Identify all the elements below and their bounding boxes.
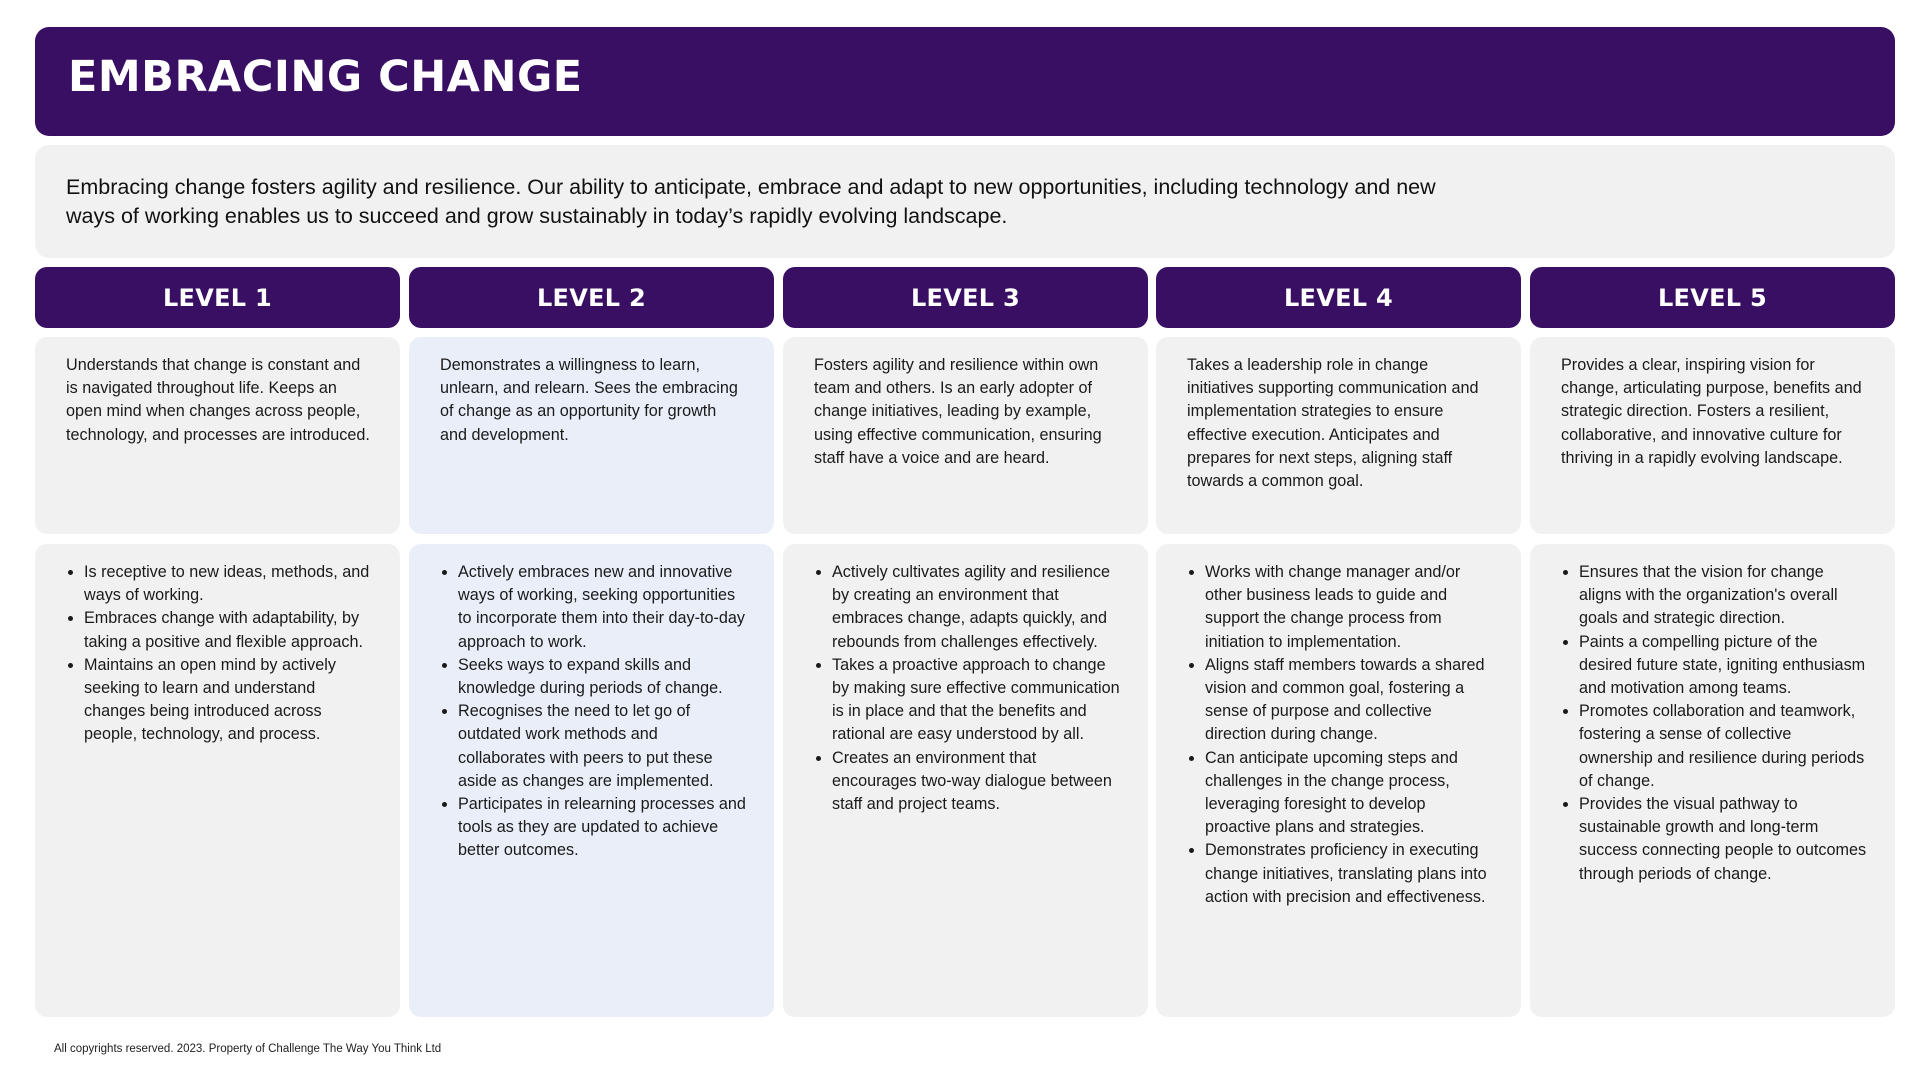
level-description-card: Provides a clear, inspiring vision for c… bbox=[1530, 337, 1895, 534]
level-description-card: Takes a leadership role in change initia… bbox=[1156, 337, 1521, 534]
behaviour-list: Is receptive to new ideas, methods, and … bbox=[35, 544, 400, 747]
level-behaviours-card: Ensures that the vision for change align… bbox=[1530, 544, 1895, 1017]
level-description: Demonstrates a willingness to learn, unl… bbox=[440, 356, 738, 444]
behaviour-list: Actively cultivates agility and resilien… bbox=[783, 544, 1148, 816]
level-behaviours-card: Actively cultivates agility and resilien… bbox=[783, 544, 1148, 1017]
level-column-1: LEVEL 1 Understands that change is const… bbox=[35, 267, 400, 1017]
level-header-5: LEVEL 5 bbox=[1530, 267, 1895, 328]
level-description: Provides a clear, inspiring vision for c… bbox=[1561, 356, 1862, 467]
level-column-5: LEVEL 5 Provides a clear, inspiring visi… bbox=[1530, 267, 1895, 1017]
level-column-3: LEVEL 3 Fosters agility and resilience w… bbox=[783, 267, 1148, 1017]
level-column-4: LEVEL 4 Takes a leadership role in chang… bbox=[1156, 267, 1521, 1017]
level-description-card: Demonstrates a willingness to learn, unl… bbox=[409, 337, 774, 534]
level-behaviours-card: Actively embraces new and innovative way… bbox=[409, 544, 774, 1017]
intro-panel: Embracing change fosters agility and res… bbox=[35, 145, 1895, 258]
level-label: LEVEL 1 bbox=[162, 283, 273, 312]
level-description-card: Understands that change is constant and … bbox=[35, 337, 400, 534]
behaviour-item: Participates in relearning processes and… bbox=[458, 793, 746, 863]
behaviour-item: Takes a proactive approach to change by … bbox=[832, 654, 1120, 747]
header-banner: EMBRACING CHANGE bbox=[35, 27, 1895, 136]
behaviour-item: Paints a compelling picture of the desir… bbox=[1579, 631, 1867, 701]
behaviour-item: Promotes collaboration and teamwork, fos… bbox=[1579, 700, 1867, 793]
behaviour-list: Ensures that the vision for change align… bbox=[1530, 544, 1895, 886]
page-title: EMBRACING CHANGE bbox=[68, 52, 583, 102]
level-label: LEVEL 2 bbox=[536, 283, 647, 312]
behaviour-item: Ensures that the vision for change align… bbox=[1579, 561, 1867, 631]
level-header-4: LEVEL 4 bbox=[1156, 267, 1521, 328]
level-header-3: LEVEL 3 bbox=[783, 267, 1148, 328]
behaviour-list: Works with change manager and/or other b… bbox=[1156, 544, 1521, 909]
level-description: Understands that change is constant and … bbox=[66, 356, 370, 444]
level-behaviours-card: Is receptive to new ideas, methods, and … bbox=[35, 544, 400, 1017]
level-label: LEVEL 4 bbox=[1283, 283, 1394, 312]
level-column-2: LEVEL 2 Demonstrates a willingness to le… bbox=[409, 267, 774, 1017]
copyright-footer: All copyrights reserved. 2023. Property … bbox=[54, 1043, 442, 1055]
level-label: LEVEL 5 bbox=[1657, 283, 1768, 312]
behaviour-item: Can anticipate upcoming steps and challe… bbox=[1205, 747, 1493, 840]
behaviour-list: Actively embraces new and innovative way… bbox=[409, 544, 774, 863]
behaviour-item: Recognises the need to let go of outdate… bbox=[458, 700, 746, 793]
behaviour-item: Is receptive to new ideas, methods, and … bbox=[84, 561, 372, 607]
level-description: Fosters agility and resilience within ow… bbox=[814, 356, 1102, 467]
behaviour-item: Actively embraces new and innovative way… bbox=[458, 561, 746, 654]
behaviour-item: Creates an environment that encourages t… bbox=[832, 747, 1120, 817]
level-header-2: LEVEL 2 bbox=[409, 267, 774, 328]
behaviour-item: Demonstrates proficiency in executing ch… bbox=[1205, 839, 1493, 909]
behaviour-item: Maintains an open mind by actively seeki… bbox=[84, 654, 372, 747]
level-behaviours-card: Works with change manager and/or other b… bbox=[1156, 544, 1521, 1017]
behaviour-item: Seeks ways to expand skills and knowledg… bbox=[458, 654, 746, 700]
behaviour-item: Aligns staff members towards a shared vi… bbox=[1205, 654, 1493, 747]
level-label: LEVEL 3 bbox=[910, 283, 1021, 312]
level-header-1: LEVEL 1 bbox=[35, 267, 400, 328]
behaviour-item: Embraces change with adaptability, by ta… bbox=[84, 607, 372, 653]
level-description-card: Fosters agility and resilience within ow… bbox=[783, 337, 1148, 534]
level-description: Takes a leadership role in change initia… bbox=[1187, 356, 1479, 491]
intro-text: Embracing change fosters agility and res… bbox=[66, 175, 1436, 228]
behaviour-item: Works with change manager and/or other b… bbox=[1205, 561, 1493, 654]
behaviour-item: Provides the visual pathway to sustainab… bbox=[1579, 793, 1867, 886]
behaviour-item: Actively cultivates agility and resilien… bbox=[832, 561, 1120, 654]
